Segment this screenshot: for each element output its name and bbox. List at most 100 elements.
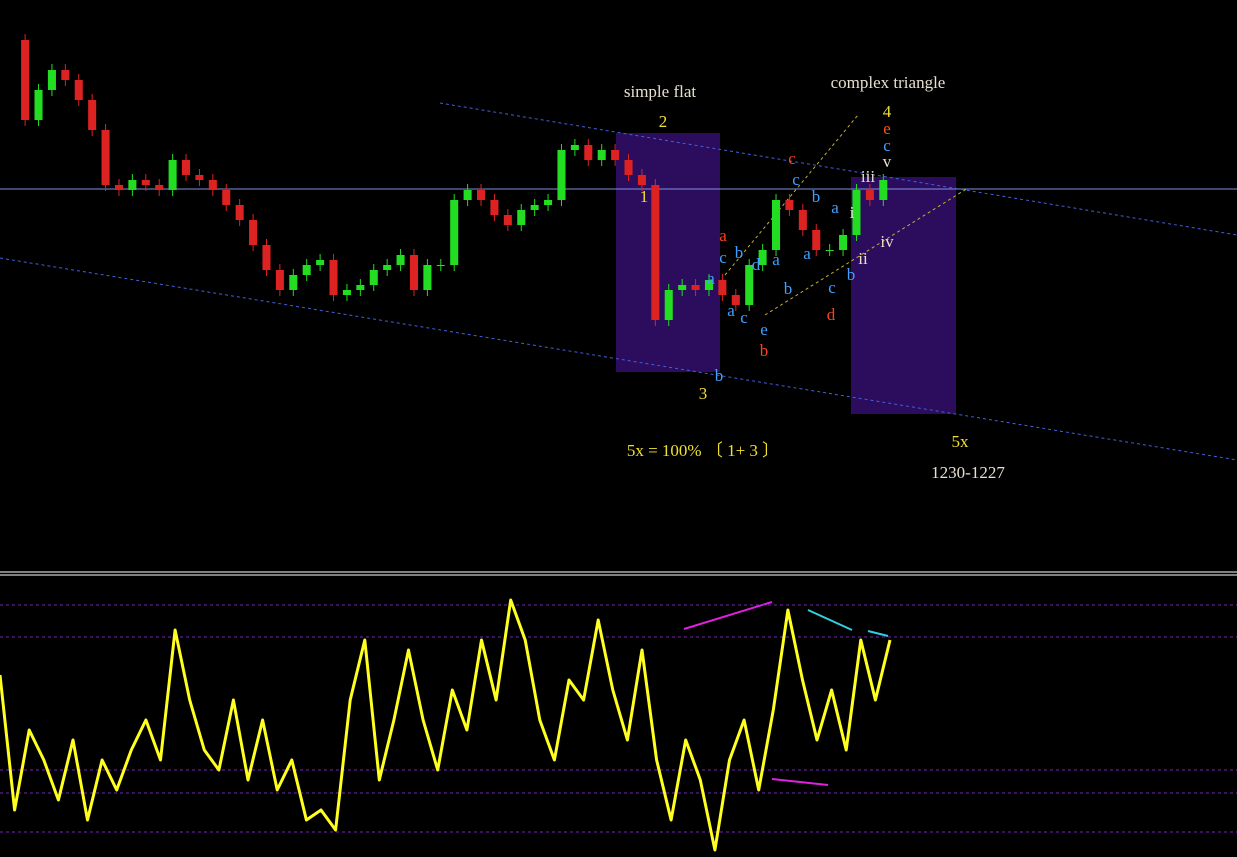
wave-label: i: [850, 203, 855, 222]
candle: [691, 285, 700, 290]
candle: [74, 80, 83, 100]
divergence-line: [867, 630, 889, 637]
candle: [249, 220, 258, 245]
candle: [503, 215, 512, 225]
candle: [731, 295, 740, 305]
wave-label: b: [735, 243, 744, 262]
wave-label: 3: [699, 384, 708, 403]
candle: [530, 205, 539, 210]
candle: [597, 150, 606, 160]
wave-label: 1230-1227: [931, 463, 1005, 482]
channel-line: [0, 257, 1237, 461]
candle: [222, 190, 231, 205]
candle: [369, 270, 378, 285]
candle: [517, 210, 526, 225]
wave-label: iv: [880, 232, 894, 251]
wave-label: 1: [640, 187, 649, 206]
candle: [812, 230, 821, 250]
wave-label: d: [752, 255, 761, 274]
candle: [624, 160, 633, 175]
candle: [21, 40, 30, 120]
candle: [772, 200, 781, 250]
candle: [825, 250, 834, 251]
wave-label: a: [831, 198, 839, 217]
trend-line: [764, 187, 969, 316]
candle: [383, 265, 392, 270]
wave-label: ii: [858, 249, 868, 268]
wave-label: 2: [659, 112, 668, 131]
wave-label: a: [719, 226, 727, 245]
wave-label: e: [760, 320, 768, 339]
candle: [141, 180, 150, 185]
divergence-line: [683, 601, 773, 630]
candle: [477, 190, 486, 200]
wave-label: 5x: [952, 432, 970, 451]
candle: [852, 190, 861, 235]
candle: [114, 185, 123, 190]
wave-label: b: [715, 366, 724, 385]
candle: [570, 145, 579, 150]
candle: [718, 280, 727, 295]
wave-label: c: [788, 149, 796, 168]
wave-label: iii: [861, 167, 875, 186]
divergence-line: [771, 778, 829, 786]
candle: [275, 270, 284, 290]
wave-label: b: [812, 187, 821, 206]
zone-box: [851, 177, 956, 414]
candle: [168, 160, 177, 190]
candle: [745, 265, 754, 305]
wave-label: b: [847, 265, 856, 284]
candle: [329, 260, 338, 295]
wave-label: c: [828, 278, 836, 297]
wave-label: c: [792, 170, 800, 189]
wave-label: a: [803, 244, 811, 263]
candle: [557, 150, 566, 200]
candle: [651, 185, 660, 320]
wave-label: 5x = 100% 〔 1+ 3 〕: [627, 441, 779, 460]
candle: [34, 90, 43, 120]
candle: [423, 265, 432, 290]
candle: [235, 205, 244, 220]
wave-label: a: [772, 250, 780, 269]
wave-label: e: [883, 119, 891, 138]
candle: [463, 190, 472, 200]
candle: [758, 250, 767, 265]
candle: [704, 280, 713, 290]
wave-label: b: [760, 341, 769, 360]
candle: [289, 275, 298, 290]
candle: [584, 145, 593, 160]
candle: [785, 200, 794, 210]
candle: [155, 185, 164, 190]
wave-label: d: [827, 305, 836, 324]
candle: [664, 290, 673, 320]
candle: [262, 245, 271, 270]
candle: [450, 200, 459, 265]
candle: [839, 235, 848, 250]
candle: [879, 180, 888, 200]
oscillator-line: [0, 598, 892, 852]
candle: [182, 160, 191, 175]
candle: [208, 180, 217, 190]
candle: [302, 265, 311, 275]
trend-line: [724, 114, 859, 276]
channel-line: [439, 102, 1237, 236]
candle: [409, 255, 418, 290]
wave-label: simple flat: [624, 82, 697, 101]
candle: [678, 285, 687, 290]
candle: [101, 130, 110, 185]
wave-label: c: [740, 308, 748, 327]
candle: [61, 70, 70, 80]
candle: [316, 260, 325, 265]
wave-label: a: [707, 269, 715, 288]
wave-label: a: [727, 301, 735, 320]
wave-label: 4: [883, 102, 892, 121]
wave-label: c: [883, 136, 891, 155]
candle: [436, 265, 445, 266]
candle: [356, 285, 365, 290]
wave-label: c: [719, 248, 727, 267]
candle: [47, 70, 56, 90]
candle: [490, 200, 499, 215]
candle: [637, 175, 646, 185]
